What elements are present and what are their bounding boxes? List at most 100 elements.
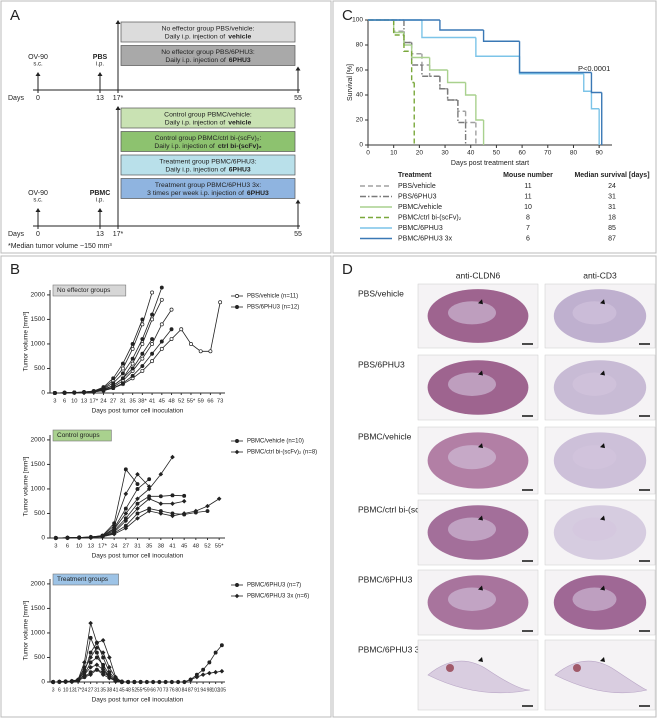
table-header: Treatment [398,172,432,179]
x-tick-label: 24 [111,544,118,550]
data-point [111,531,117,537]
data-point [218,300,223,305]
x-tick-label: 48 [125,687,131,693]
survival-step [590,91,600,110]
column-header: anti-CLDN6 [456,270,501,280]
survival-step [421,53,430,66]
effector-route: i.p. [96,198,104,204]
data-point [189,342,193,346]
data-point [158,494,163,499]
arrowhead-marker [600,657,605,662]
panel-frame [0,0,332,254]
group-box-text: Daily i.p. injection of 6PHU3 [165,166,251,173]
data-point [150,290,155,295]
x-axis-title: Days post treatment start [451,160,529,167]
data-point [130,342,135,346]
data-point [213,650,218,655]
data-point [111,376,116,381]
arrowhead-marker [600,299,605,305]
data-point [88,650,93,655]
tissue-detail [448,517,496,541]
data-point [88,660,93,665]
data-point [123,511,129,516]
table-cell: 18 [608,214,616,221]
legend-label: PBMC/vehicle [398,204,442,211]
data-point [158,511,164,516]
x-tick-label: 13 [69,687,75,693]
x-tick-label: 38* [138,399,147,405]
data-point [123,525,129,531]
tissue-detail [573,664,581,672]
data-point [91,389,96,394]
x-tick-label: 38 [107,687,113,693]
x-tick-label: 27 [123,544,129,550]
timeline-day: 17* [113,231,124,238]
panel-label: B [10,261,20,278]
x-tick-label: 45 [159,399,165,405]
data-point [63,679,68,685]
x-tick-label: 102 [211,687,220,693]
data-point [100,638,106,643]
x-tick-label: 27 [110,399,116,405]
data-point [113,678,118,684]
x-tick-label: 13 [88,544,94,550]
group-box [120,154,296,176]
data-point [159,339,164,344]
tissue-detail [572,587,617,611]
survival-step [464,82,476,96]
data-point [140,351,145,356]
data-point [158,501,164,506]
growth-curve [53,664,222,683]
annotation: P<0.0001 [578,64,610,73]
table-cell: 7 [526,225,530,232]
y-axis-title: Survival [%] [347,64,354,101]
data-point [101,388,106,393]
legend-label: PBMC/6PHU3 3x [398,235,453,242]
survival-step [421,20,476,39]
arrowhead-marker [478,443,483,449]
data-point [100,534,105,540]
x-tick-label: 73 [217,399,223,405]
group-box-text: Daily i.p. injection of vehicle [165,33,252,40]
data-point [208,349,213,354]
data-point [62,390,67,395]
x-tick-label: 94 [200,687,206,693]
survival-step [482,30,520,42]
x-tick-label: 17* [74,687,82,693]
data-point [135,501,140,506]
arrow-head [295,199,301,204]
data-point [200,672,206,677]
group-box-title: Control group PBMC/ctrl bi-(scFv)₂: [155,135,262,142]
data-point [94,645,100,650]
x-tick-label: 66 [207,399,213,405]
data-point [194,674,200,680]
survival-step [421,65,440,77]
x-tick-label: 41 [113,687,119,693]
table-cell: 11 [524,183,531,190]
data-point [88,672,93,677]
data-point [123,467,128,472]
x-tick-label: 45 [119,687,125,693]
arrowhead-marker [478,299,483,305]
group-label: Treatment groups [57,576,109,583]
data-point [135,482,140,486]
panel-frame [332,0,657,254]
data-point [123,506,128,511]
x-tick-label: 48 [168,399,174,405]
data-point [207,670,212,676]
data-point [205,509,210,513]
data-point [82,672,87,677]
data-point [135,506,140,511]
injection-route: s.c. [33,62,43,68]
data-point [146,508,152,514]
x-tick-label: 84 [182,687,188,693]
growth-curve [54,302,221,394]
data-point [179,327,184,332]
data-point [182,679,187,685]
group-box-text: Daily i.p. injection of ctrl bi-(scFv)₂ [154,143,261,150]
data-point [111,526,117,532]
group-box-title: Treatment group PBMC/6PHU3: [159,158,256,165]
tissue-detail [572,301,617,325]
y-axis-title: Tumor volume [mm³] [23,456,30,516]
survival-step [410,45,430,59]
